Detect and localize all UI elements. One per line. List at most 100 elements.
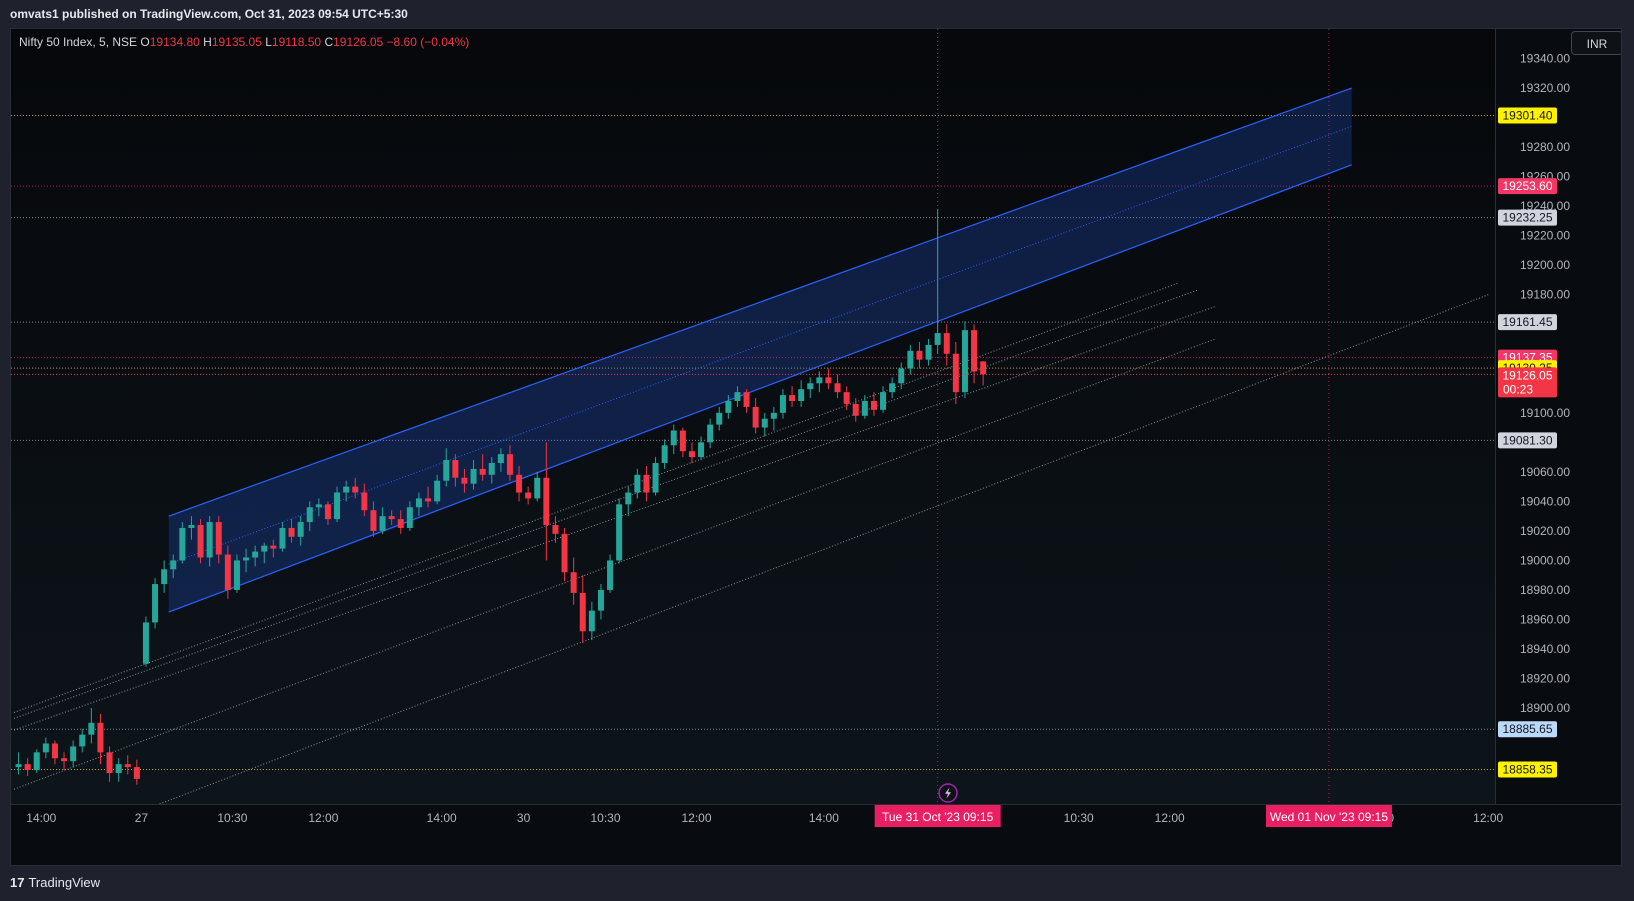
- candle-body: [142, 622, 149, 664]
- price-tag[interactable]: [1498, 178, 1557, 195]
- candle-body: [343, 486, 350, 493]
- time-tag[interactable]: [1265, 805, 1392, 827]
- last-price-label: 19126.05: [1502, 368, 1552, 382]
- channel-mid-line[interactable]: [168, 125, 1352, 565]
- candle-body: [880, 392, 887, 410]
- close-value: 19126.05: [333, 35, 384, 49]
- y-tick-label: 19040.00: [1520, 494, 1570, 508]
- candle-body: [233, 560, 240, 590]
- x-tick-label: 14:00: [427, 811, 457, 825]
- candle-body: [652, 463, 659, 493]
- candle-body: [634, 474, 641, 493]
- candle-body: [370, 510, 377, 531]
- candle-body: [197, 525, 204, 558]
- candle-body: [397, 519, 404, 528]
- candle-body: [252, 551, 259, 558]
- candle-body: [297, 522, 304, 537]
- trend-line[interactable]: [13, 338, 1216, 790]
- candle-body: [70, 746, 77, 762]
- candle-body: [61, 758, 68, 762]
- brand-label: TradingView: [28, 875, 101, 890]
- y-tick-label: 19100.00: [1520, 406, 1570, 420]
- candle-body: [33, 752, 40, 771]
- candle-body: [961, 330, 968, 393]
- candle-body: [698, 442, 705, 458]
- candle-body: [434, 480, 441, 502]
- trend-line[interactable]: [13, 306, 1216, 731]
- candle-body: [306, 507, 313, 523]
- price-tag-label: 19253.60: [1502, 179, 1552, 193]
- lightning-icon[interactable]: [938, 783, 958, 803]
- time-tag-label: Tue 31 Oct '23 09:15: [882, 810, 994, 824]
- price-tag-label: 19301.40: [1502, 109, 1552, 123]
- candle-body: [388, 516, 395, 520]
- x-tick-label: 27: [135, 811, 149, 825]
- price-tag[interactable]: [1498, 761, 1557, 778]
- candle-body: [779, 395, 786, 413]
- candle-body: [452, 460, 459, 478]
- change-value: −8.60 (−0.04%): [386, 35, 470, 49]
- publish-info: omvats1 published on TradingView.com, Oc…: [10, 7, 408, 21]
- y-tick-label: 19020.00: [1520, 524, 1570, 538]
- price-tag[interactable]: [1498, 209, 1557, 226]
- ohlc-legend: Nifty 50 Index, 5, NSE O19134.80 H19135.…: [19, 35, 469, 49]
- candle-body: [133, 767, 140, 779]
- candle-body: [816, 377, 823, 384]
- candle-body: [943, 333, 950, 354]
- x-tick-label: 14:00: [809, 811, 839, 825]
- y-tick-label: 18920.00: [1520, 672, 1570, 686]
- candle-body: [561, 533, 568, 573]
- candle-body: [807, 383, 814, 390]
- chart-frame[interactable]: 18900.00 18920.00 18940.00 18960.00 18980.00…: [10, 28, 1622, 866]
- countdown-label: 00:23: [1503, 382, 1533, 396]
- candle-body: [415, 498, 422, 508]
- candle-body: [315, 504, 322, 508]
- candle-body: [88, 722, 95, 735]
- candle-body: [752, 406, 759, 428]
- y-tick-label: 19060.00: [1520, 465, 1570, 479]
- candle-body: [707, 424, 714, 443]
- symbol-label[interactable]: Nifty 50 Index, 5, NSE: [19, 35, 138, 49]
- candle-body: [688, 451, 695, 458]
- channel-upper-line[interactable]: [168, 87, 1352, 517]
- candle-body: [525, 492, 532, 499]
- candle-body: [907, 350, 914, 369]
- candle-body: [243, 557, 250, 561]
- candle-body: [488, 463, 495, 475]
- last-price-tag[interactable]: [1498, 367, 1557, 398]
- candle-body: [898, 368, 905, 384]
- tradingview-logo-icon: 17: [10, 875, 25, 890]
- price-tag[interactable]: [1498, 721, 1557, 738]
- time-tag-label: Wed 01 Nov '23 09:15: [1270, 810, 1388, 824]
- candle-body: [179, 527, 186, 561]
- candle-body: [124, 764, 131, 768]
- price-tag-label: 19232.25: [1502, 211, 1552, 225]
- price-tag[interactable]: [1498, 432, 1557, 449]
- candle-body: [588, 610, 595, 632]
- candle-body: [852, 403, 859, 416]
- candle-body: [679, 430, 686, 452]
- x-tick-label: 12:00: [308, 811, 338, 825]
- candle-body: [97, 722, 104, 753]
- price-tag[interactable]: [1498, 314, 1557, 331]
- candle-body: [406, 507, 413, 528]
- channel-lower-line[interactable]: [168, 164, 1352, 613]
- candlestick-chart[interactable]: 18900.00 18920.00 18940.00 18960.00 18980.00…: [11, 29, 1622, 866]
- candle-body: [579, 592, 586, 632]
- candle-body: [215, 522, 222, 555]
- candle-body: [725, 401, 732, 413]
- x-tick-label: 10:30: [1064, 811, 1094, 825]
- price-tag-label: 18858.35: [1502, 763, 1552, 777]
- tradingview-brand[interactable]: 17 TradingView: [10, 875, 100, 890]
- candle-body: [516, 474, 523, 493]
- x-tick-label: 30: [517, 811, 531, 825]
- currency-button[interactable]: INR: [1571, 31, 1621, 55]
- candle-body: [361, 492, 368, 511]
- time-tag[interactable]: [874, 805, 1001, 827]
- price-tag-label: 18885.65: [1502, 722, 1552, 736]
- candle-body: [270, 545, 277, 549]
- x-tick-label: 10:30: [590, 811, 620, 825]
- trend-line[interactable]: [159, 294, 1489, 805]
- candle-body: [734, 392, 741, 401]
- price-tag[interactable]: [1498, 107, 1557, 124]
